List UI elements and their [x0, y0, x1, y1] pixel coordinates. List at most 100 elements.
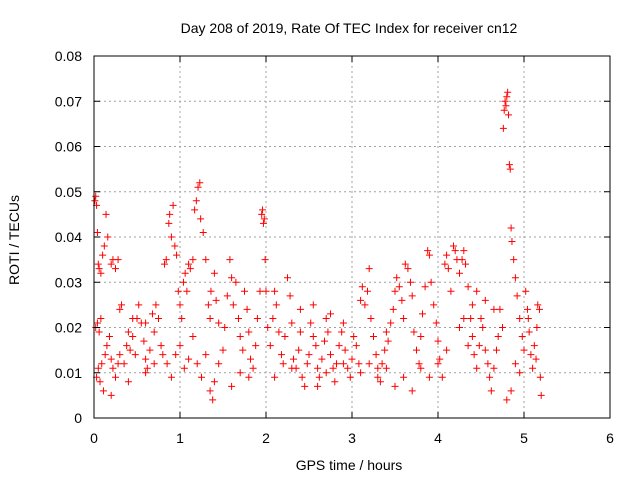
data-point [513, 292, 521, 300]
data-point [210, 269, 218, 277]
data-point [183, 287, 191, 295]
data-point [202, 351, 210, 359]
data-point [501, 97, 509, 105]
data-point [314, 364, 322, 372]
data-point [324, 328, 332, 336]
data-point [398, 296, 406, 304]
data-point [150, 328, 158, 336]
data-point [228, 274, 236, 282]
data-point [232, 278, 240, 286]
data-point [192, 197, 200, 205]
data-point [425, 373, 433, 381]
data-point [301, 382, 309, 390]
data-point [215, 360, 223, 368]
x-axis-label: GPS time / hours [296, 457, 403, 473]
data-point [309, 301, 317, 309]
data-point [534, 301, 542, 309]
data-point [365, 265, 373, 273]
data-point [93, 228, 101, 236]
data-point [159, 351, 167, 359]
data-point [236, 333, 244, 341]
data-point [172, 351, 180, 359]
data-point [206, 387, 214, 395]
y-tick-label: 0.03 [55, 274, 82, 290]
data-point [462, 260, 470, 268]
data-point [116, 351, 124, 359]
data-point [288, 319, 296, 327]
data-point [467, 314, 475, 322]
data-point [148, 310, 156, 318]
data-point [298, 373, 306, 381]
data-point [199, 228, 207, 236]
data-point [91, 197, 99, 205]
data-point [430, 301, 438, 309]
y-tick-label: 0.04 [55, 229, 82, 245]
data-point [142, 355, 150, 363]
data-point [464, 342, 472, 350]
data-point [296, 305, 304, 313]
data-point [327, 351, 334, 359]
data-point [95, 328, 103, 336]
data-point [120, 360, 128, 368]
x-tick-label: 0 [90, 430, 98, 446]
data-point [427, 278, 435, 286]
data-point [492, 346, 500, 354]
data-point [256, 287, 264, 295]
data-point [99, 387, 107, 395]
data-point [202, 256, 210, 264]
data-point [537, 391, 545, 399]
data-point [333, 360, 341, 368]
data-point [318, 355, 326, 363]
data-point [479, 324, 487, 331]
data-point [131, 351, 139, 359]
data-point [269, 314, 277, 322]
data-point [215, 319, 223, 327]
data-point [490, 364, 498, 372]
data-point [228, 382, 236, 390]
data-point [331, 378, 339, 386]
data-point [518, 333, 526, 341]
data-point [378, 360, 386, 368]
x-axis-ticks: 0 1 2 3 4 5 6 [90, 56, 614, 446]
data-point [275, 328, 283, 336]
data-point [241, 287, 248, 295]
data-point [107, 355, 115, 363]
y-axis-label: ROTI / TECUs [6, 195, 22, 285]
data-point [126, 346, 134, 354]
data-point [382, 328, 390, 336]
data-point [272, 301, 280, 309]
data-point [314, 382, 322, 390]
data-point [447, 287, 455, 295]
data-point [468, 333, 476, 341]
data-point [357, 296, 365, 304]
x-tick-label: 6 [606, 430, 614, 446]
data-point [516, 369, 524, 377]
data-point [460, 314, 468, 322]
data-point [329, 364, 337, 372]
data-point [434, 360, 442, 368]
data-point [502, 102, 510, 110]
data-point [210, 378, 218, 386]
data-point [487, 387, 495, 395]
data-point [400, 373, 408, 381]
data-point [363, 287, 371, 295]
data-point [341, 346, 349, 354]
data-point [271, 287, 279, 295]
data-point [176, 301, 184, 309]
y-tick-label: 0 [74, 410, 82, 426]
data-point [339, 360, 347, 368]
data-point [348, 355, 356, 363]
data-point [209, 396, 217, 404]
data-point [259, 206, 267, 214]
data-point [109, 364, 117, 372]
y-tick-label: 0.01 [55, 365, 82, 381]
data-point [322, 369, 330, 377]
data-point [162, 256, 170, 264]
data-point [219, 346, 227, 354]
data-point [424, 247, 432, 255]
data-point [401, 260, 409, 268]
data-point [112, 265, 119, 273]
data-point [527, 351, 535, 359]
data-point [529, 364, 537, 372]
